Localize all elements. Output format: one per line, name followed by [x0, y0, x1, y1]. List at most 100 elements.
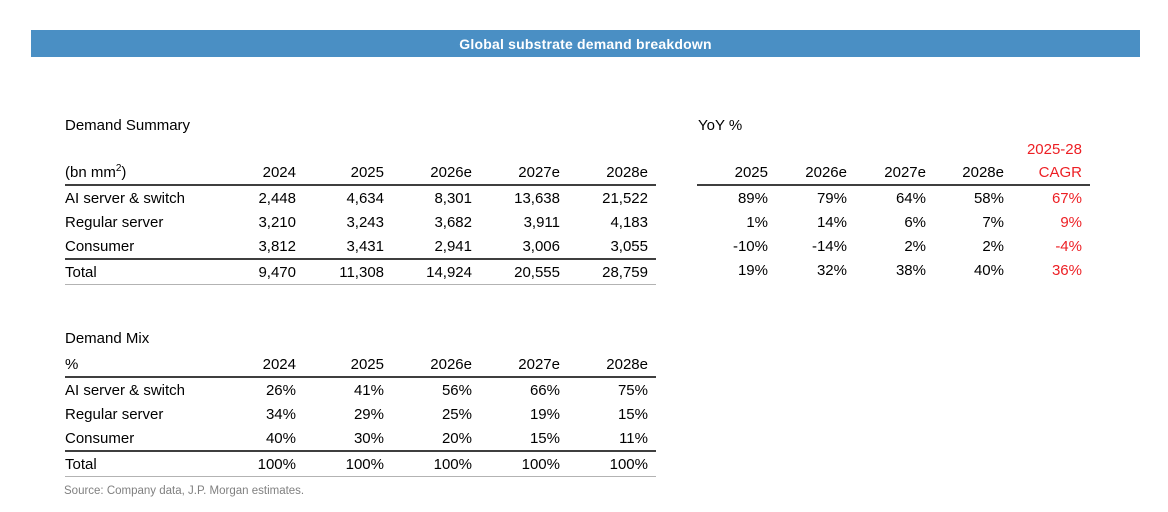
row-label: Total	[65, 258, 216, 285]
row-label: AI server & switch	[65, 381, 186, 399]
cell: 100%	[216, 450, 304, 477]
cell: 20%	[441, 429, 472, 447]
column-header: 2027e	[480, 160, 568, 186]
table-row: Regular server 34% 29% 25% 19% 15%	[65, 402, 656, 426]
column-header: 2024	[216, 352, 304, 378]
demand-mix-header-row: % 2024 2025 2026e 2027e 2028e	[65, 352, 656, 378]
cell: 6%	[904, 213, 926, 231]
cell: 64%	[895, 189, 926, 207]
column-header: 2028e	[934, 160, 1012, 186]
table-row: 1% 14% 6% 7% 9%	[697, 210, 1090, 234]
cell: 14%	[816, 213, 847, 231]
row-label: Total	[65, 450, 216, 477]
table-row: AI server & switch 26% 41% 56% 66% 75%	[65, 377, 656, 402]
row-label: Consumer	[65, 237, 135, 255]
cell: 3,682	[434, 213, 472, 231]
cell: 100%	[304, 450, 392, 477]
cell: 2%	[982, 237, 1004, 255]
cell: 11,308	[304, 258, 392, 285]
unit-label: (bn mm2)	[65, 160, 216, 186]
cell: 7%	[982, 213, 1004, 231]
demand-summary-heading: Demand Summary	[65, 117, 191, 134]
exhibit-title: Global substrate demand breakdown	[459, 35, 712, 52]
cell: 26%	[265, 381, 296, 399]
demand-mix-heading: Demand Mix	[65, 330, 150, 347]
column-header: 2028e	[568, 160, 656, 186]
demand-mix-table: % 2024 2025 2026e 2027e 2028e AI server …	[65, 352, 656, 477]
cell: 66%	[529, 381, 560, 399]
table-row: AI server & switch 2,448 4,634 8,301 13,…	[65, 185, 656, 210]
cell: 3,243	[346, 213, 384, 231]
cagr-period-label: 2025-28	[1026, 141, 1082, 158]
row-label: Regular server	[65, 405, 164, 423]
cell: 28,759	[568, 258, 656, 285]
unit-label: %	[65, 352, 216, 378]
cell: 21,522	[602, 189, 648, 207]
cell: 100%	[568, 450, 656, 477]
exhibit-title-bar: Global substrate demand breakdown	[31, 30, 1140, 57]
cagr-cell: 9%	[1060, 213, 1082, 231]
table-row: 89% 79% 64% 58% 67%	[697, 185, 1090, 210]
column-header: 2025	[304, 352, 392, 378]
cell: 3,055	[610, 237, 648, 255]
cell: 29%	[353, 405, 384, 423]
cell: 25%	[441, 405, 472, 423]
row-label: Regular server	[65, 213, 164, 231]
cell: 9,470	[216, 258, 304, 285]
row-label: Consumer	[65, 429, 135, 447]
cell: 3,812	[258, 237, 296, 255]
column-header: 2027e	[855, 160, 934, 186]
row-label: AI server & switch	[65, 189, 186, 207]
yoy-heading: YoY %	[698, 117, 743, 134]
cell: 14,924	[392, 258, 480, 285]
yoy-table: 2025 2026e 2027e 2028e CAGR 89% 79% 64% …	[697, 160, 1090, 282]
total-row: Total 9,470 11,308 14,924 20,555 28,759	[65, 258, 656, 285]
demand-summary-table: (bn mm2) 2024 2025 2026e 2027e 2028e AI …	[65, 160, 656, 285]
cell: 34%	[265, 405, 296, 423]
cell: 11%	[619, 429, 648, 447]
cell: 13,638	[514, 189, 560, 207]
cell: 56%	[441, 381, 472, 399]
cell: 15%	[617, 405, 648, 423]
cell: 100%	[480, 450, 568, 477]
table-row: 19% 32% 38% 40% 36%	[697, 258, 1090, 282]
demand-summary-header-row: (bn mm2) 2024 2025 2026e 2027e 2028e	[65, 160, 656, 186]
cell: 40%	[265, 429, 296, 447]
cagr-column-header: CAGR	[1012, 160, 1090, 186]
cell: 2,941	[434, 237, 472, 255]
cagr-cell: 67%	[1051, 189, 1082, 207]
table-row: Regular server 3,210 3,243 3,682 3,911 4…	[65, 210, 656, 234]
cell: 32%	[816, 261, 847, 279]
cell: 38%	[895, 261, 926, 279]
cagr-cell: 36%	[1051, 261, 1082, 279]
cell: 58%	[973, 189, 1004, 207]
cell: -14%	[811, 237, 847, 255]
yoy-header-row: 2025 2026e 2027e 2028e CAGR	[697, 160, 1090, 186]
column-header: 2028e	[568, 352, 656, 378]
cell: 100%	[392, 450, 480, 477]
cell: 20,555	[480, 258, 568, 285]
cell: 3,431	[346, 237, 384, 255]
cell: 19%	[529, 405, 560, 423]
column-header: 2024	[216, 160, 304, 186]
column-header: 2026e	[776, 160, 855, 186]
column-header: 2026e	[392, 160, 480, 186]
table-row: Consumer 3,812 3,431 2,941 3,006 3,055	[65, 234, 656, 259]
column-header: 2025	[304, 160, 392, 186]
column-header: 2025	[697, 160, 776, 186]
cell: 30%	[353, 429, 384, 447]
cell: 15%	[529, 429, 560, 447]
source-note: Source: Company data, J.P. Morgan estima…	[64, 485, 305, 497]
cell: 2%	[904, 237, 926, 255]
cell: 8,301	[434, 189, 472, 207]
cagr-cell: -4%	[1055, 237, 1082, 255]
cell: 4,183	[610, 213, 648, 231]
cell: 75%	[617, 381, 648, 399]
cell: 3,006	[522, 237, 560, 255]
cell: 19%	[737, 261, 768, 279]
cell: 2,448	[258, 189, 296, 207]
column-header: 2027e	[480, 352, 568, 378]
cell: 1%	[746, 213, 768, 231]
cell: 89%	[737, 189, 768, 207]
